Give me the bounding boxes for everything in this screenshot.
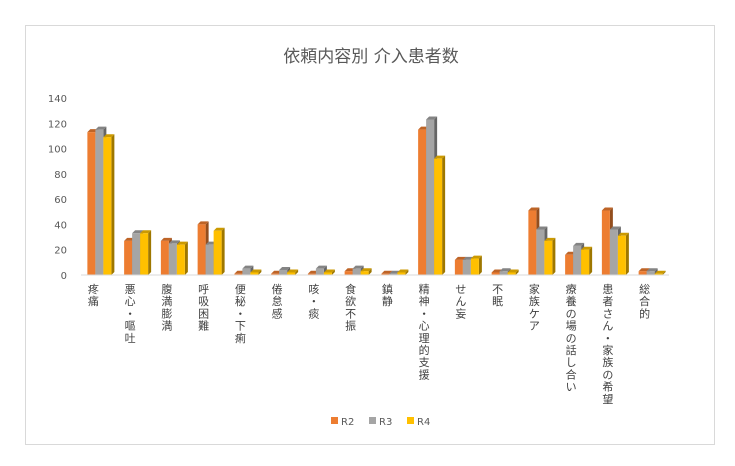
x-category-label: 便秘・下痢 (235, 283, 246, 345)
bar-chart: 依頼内容別 介入患者数 0 20 40 60 80 100 120 140 疼痛 悪心・嘔吐 腹満… (48, 47, 669, 428)
legend: R2 R3 R4 (331, 417, 430, 428)
legend-item-R2: R2 (331, 417, 354, 428)
bar-R4-15 (654, 270, 666, 275)
bar-R4-12 (544, 237, 556, 275)
x-axis-labels: 疼痛 悪心・嘔吐 腹満膨満 呼吸困難 便秘・下痢 倦怠感 咳・痰 食欲不振 鎮静 精神・心理的支援… (88, 282, 650, 406)
x-category-label: 鎮静 (382, 282, 393, 308)
bar-R4-0 (103, 134, 115, 275)
x-category-label: 患者さん・家族の希望 (602, 283, 613, 406)
legend-label: R4 (417, 417, 430, 428)
x-category-label: 疼痛 (88, 282, 99, 308)
x-category-label: 家族ケア (529, 282, 540, 333)
legend-swatch (369, 417, 376, 424)
bar-R4-11 (507, 269, 519, 275)
bar-R4-6 (323, 269, 335, 275)
y-tick-label: 20 (54, 246, 67, 257)
legend-label: R2 (341, 417, 354, 428)
y-axis: 0 20 40 60 80 100 120 140 (48, 94, 67, 282)
bar-R4-7 (360, 268, 372, 275)
bars (87, 116, 666, 275)
y-tick-label: 120 (48, 119, 67, 130)
legend-swatch (407, 417, 414, 424)
chart-frame: 依頼内容別 介入患者数 0 20 40 60 80 100 120 140 疼痛 悪心・嘔吐 腹満… (25, 25, 715, 445)
bar-R4-3 (213, 227, 225, 275)
x-category-label: 食欲不振 (345, 282, 356, 333)
x-category-label: 精神・心理的支援 (419, 283, 430, 381)
legend-item-R4: R4 (407, 417, 430, 428)
chart-title: 依頼内容別 介入患者数 (283, 47, 458, 67)
bar-R4-10 (470, 255, 482, 275)
x-category-label: 不眠 (492, 283, 503, 308)
legend-label: R3 (379, 417, 392, 428)
bar-R4-2 (176, 241, 188, 275)
y-tick-label: 60 (54, 195, 67, 206)
bar-R4-5 (287, 269, 299, 275)
x-category-label: 療養の場の話し合い (566, 282, 577, 394)
y-tick-label: 40 (54, 220, 67, 231)
bar-R4-13 (581, 246, 593, 275)
y-tick-label: 140 (48, 94, 67, 105)
x-category-label: 呼吸困難 (198, 283, 209, 333)
bar-R4-14 (617, 232, 629, 275)
bar-R4-4 (250, 269, 262, 275)
legend-item-R3: R3 (369, 417, 392, 428)
y-tick-label: 100 (48, 145, 67, 156)
x-category-label: せん妄 (455, 283, 466, 320)
bar-R4-1 (140, 230, 152, 275)
bar-R4-9 (434, 155, 446, 275)
x-category-label: 倦怠感 (272, 282, 283, 320)
x-category-label: 悪心・嘔吐 (125, 283, 136, 345)
legend-swatch (331, 417, 338, 424)
x-category-label: 咳・痰 (308, 282, 319, 320)
bar-R4-8 (397, 269, 409, 275)
x-category-label: 腹満膨満 (161, 282, 172, 333)
y-tick-label: 80 (54, 170, 67, 181)
y-tick-label: 0 (61, 271, 67, 282)
x-category-label: 総合的 (639, 282, 650, 320)
